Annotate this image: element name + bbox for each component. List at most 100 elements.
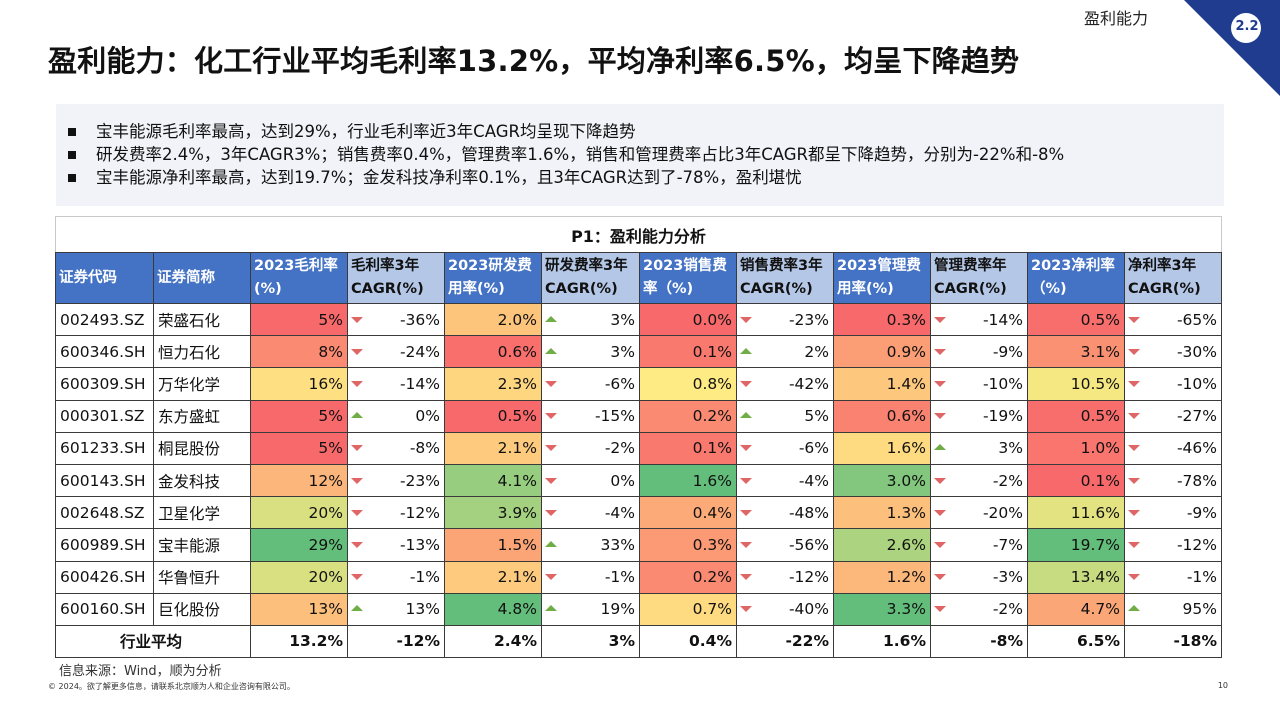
trend-up-icon [545,315,557,322]
net-margin-cell-value: 19.7% [1070,535,1120,554]
gross-margin-cagr-cell: -1% [347,560,445,594]
column-header: 净利率3年CAGR(%) [1124,252,1222,304]
sales-rate-cagr-cell: -4% [736,463,834,498]
rd-rate-cell-value: 4.8% [497,600,537,619]
security-name-value: 东方盛虹 [158,408,221,427]
sales-rate-cell: 0.7% [639,592,737,626]
sales-rate-cagr-cell-value: -56% [788,535,829,554]
net-margin-cell: 19.7% [1027,528,1125,562]
column-header: 管理费率年CAGR(%) [930,252,1028,304]
net-margin-cell-value: 11.6% [1070,503,1120,522]
mgmt-rate-cell: 1.6% [833,431,931,465]
sales-rate-cell-value: 0.2% [692,568,732,587]
net-margin-cagr-cell: -78% [1124,463,1222,498]
security-name-value: 金发科技 [158,472,221,491]
rd-rate-cell-value: 2.3% [497,374,537,393]
table-row: 002493.SZ 荣盛石化 5% -36% 2.0% 3% 0.0% -23% 0.3% -14… [55,302,1222,337]
table-row: 600143.SH 金发科技 12% -23% 4.1% 0% 1.6% -4% 3.0% -2%… [55,463,1222,498]
mgmt-rate-cell: 1.4% [833,367,931,401]
table-caption: P1：盈利能力分析 [55,216,1222,253]
sales-rate-cagr-cell: -48% [736,496,834,530]
sales-rate-cagr-cell: -40% [736,592,834,626]
sales-rate-cell: 0.4% [639,496,737,530]
gross-margin-cell-value: 12% [308,471,343,490]
rd-rate-cagr-cell: -1% [541,560,640,594]
net-margin-cagr-cell-value: -1% [1186,568,1217,587]
rd-rate-cagr-cell: -4% [541,496,640,530]
gross-margin-cagr-cell-value: -36% [399,310,440,329]
mgmt-rate-cell: 2.6% [833,528,931,562]
net-margin-cell: 0.5% [1027,302,1125,337]
trend-down-icon [740,541,752,548]
trend-down-icon [934,509,946,516]
table-row: 601233.SH 桐昆股份 5% -8% 2.1% -2% 0.1% -6% 1.6% 3% 1.… [55,431,1222,465]
bullet-square-icon [68,150,76,159]
rd-rate-cagr-cell-value: 3% [610,342,635,361]
sales-rate-cell: 1.6% [639,463,737,498]
rd-rate-cell: 2.0% [444,302,542,337]
gross-margin-cagr-cell-value: -13% [399,535,440,554]
security-code-value: 000301.SZ [60,407,145,426]
trend-down-icon [740,574,752,581]
rd-rate-cell-value: 2.1% [497,439,537,458]
table-row: 600160.SH 巨化股份 13% 13% 4.8% 19% 0.7% -40% 3.3% -2… [55,592,1222,626]
mgmt-rate-cagr-cell-value: -20% [982,503,1023,522]
mgmt-rate-cagr-cell: -2% [930,463,1028,498]
mgmt-rate-cell: 0.9% [833,335,931,369]
column-header: 2023销售费率（%) [639,252,737,304]
security-code-value: 600989.SH [60,535,146,554]
gross-margin-cell-value: 5% [318,439,343,458]
mgmt-rate-cagr-cell: -7% [930,528,1028,562]
trend-down-icon [1128,541,1140,548]
sales-rate-cell: 0.2% [639,399,737,433]
security-code: 601233.SH [55,431,154,465]
section-corner-badge: 2.2 [1184,0,1280,96]
net-margin-cagr-cell-value: -27% [1176,407,1217,426]
sales-rate-cagr-cell: 2% [736,335,834,369]
mgmt-rate-cell-value: 1.4% [886,374,926,393]
rd-rate-cell-value: 2.1% [497,568,537,587]
average-rd-rate: 2.4% [444,624,542,658]
security-code-value: 600426.SH [60,568,146,587]
net-margin-cell-value: 0.5% [1080,310,1120,329]
mgmt-rate-cagr-cell: -9% [930,335,1028,369]
profitability-table: P1：盈利能力分析 证券代码 证券简称 2023毛利率(%) 毛利率3年CAGR… [55,216,1222,658]
security-name-value: 卫星化学 [158,504,221,523]
mgmt-rate-cagr-cell-value: -2% [992,600,1023,619]
summary-text: 研发费率2.4%，3年CAGR3%；销售费率0.4%，管理费率1.6%，销售和管… [96,145,1065,164]
gross-margin-cell: 13% [250,592,348,626]
column-header: 毛利率3年CAGR(%) [347,252,445,304]
section-number: 2.2 [1235,19,1259,34]
trend-up-icon [740,412,752,419]
mgmt-rate-cagr-cell: -10% [930,367,1028,401]
net-margin-cagr-cell: 95% [1124,592,1222,626]
sales-rate-cagr-cell: -42% [736,367,834,401]
mgmt-rate-cagr-cell-value: -10% [982,374,1023,393]
summary-box: 宝丰能源毛利率最高，达到29%，行业毛利率近3年CAGR均呈现下降趋势 研发费率… [56,104,1224,206]
net-margin-cell: 10.5% [1027,367,1125,401]
trend-up-icon [545,540,557,547]
net-margin-cell: 11.6% [1027,496,1125,530]
sales-rate-cagr-cell-value: 2% [804,342,829,361]
rd-rate-cell: 4.8% [444,592,542,626]
security-code: 600346.SH [55,335,154,369]
sales-rate-cagr-cell-value: -4% [798,471,829,490]
table-row: 600309.SH 万华化学 16% -14% 2.3% -6% 0.8% -42% 1.4% -… [55,367,1222,401]
rd-rate-cagr-cell-value: 19% [600,600,635,619]
trend-up-icon [1128,605,1140,612]
security-code: 600309.SH [55,367,154,401]
mgmt-rate-cagr-cell: 3% [930,431,1028,465]
security-code: 600160.SH [55,592,154,626]
trend-down-icon [1128,413,1140,420]
average-net-margin: 6.5% [1027,624,1125,658]
security-name: 金发科技 [153,463,251,498]
table-average-row: 行业平均 13.2% -12% 2.4% 3% 0.4% -22% 1.6% -… [55,624,1222,658]
net-margin-cagr-cell: -46% [1124,431,1222,465]
rd-rate-cell: 0.5% [444,399,542,433]
gross-margin-cagr-cell-value: -8% [409,439,440,458]
gross-margin-cagr-cell-value: 13% [405,600,440,619]
sales-rate-cagr-cell: -6% [736,431,834,465]
net-margin-cagr-cell: -10% [1124,367,1222,401]
gross-margin-cell: 5% [250,302,348,337]
security-name-value: 华鲁恒升 [158,569,221,588]
